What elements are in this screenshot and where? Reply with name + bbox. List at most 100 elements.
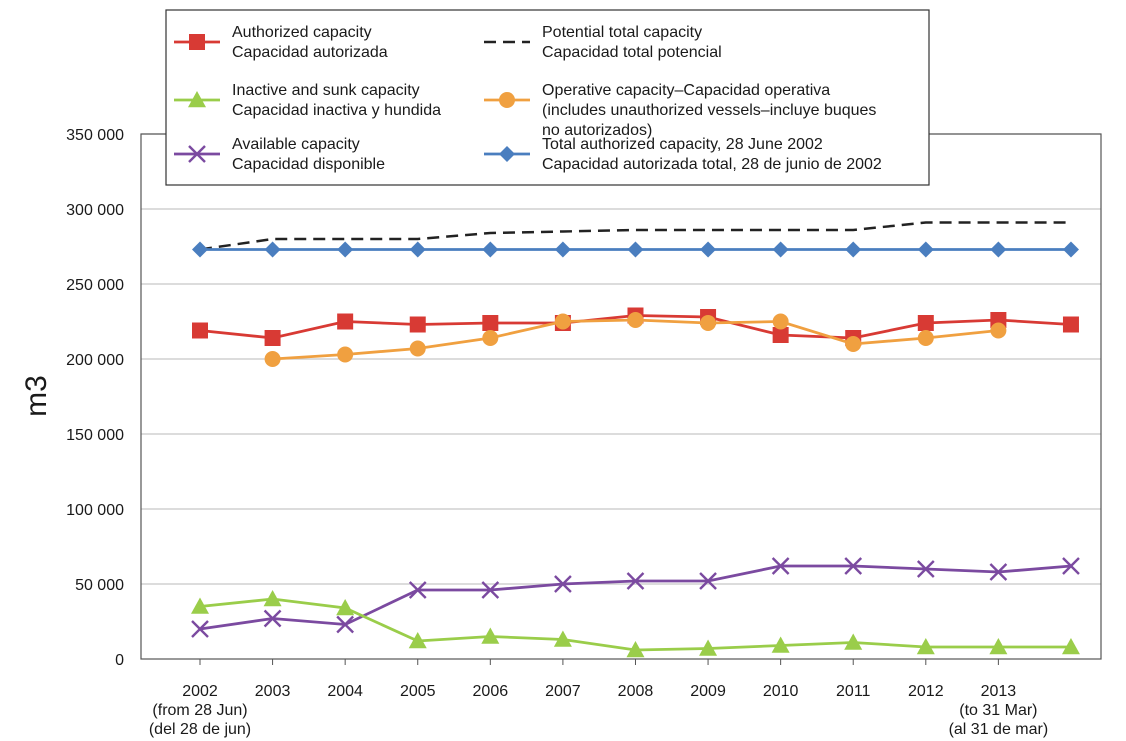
y-tick-label: 200 000 bbox=[66, 352, 124, 369]
data-point bbox=[336, 599, 355, 616]
data-point bbox=[337, 346, 354, 363]
data-point bbox=[336, 615, 355, 634]
data-point bbox=[772, 241, 789, 258]
data-point bbox=[264, 351, 281, 367]
data-point bbox=[408, 581, 427, 599]
data-point bbox=[1061, 638, 1080, 655]
legend-item: Inactive and sunk capacity Capacidad inac… bbox=[174, 82, 441, 119]
data-point bbox=[409, 241, 426, 258]
data-point bbox=[1062, 241, 1079, 258]
data-point bbox=[482, 241, 499, 258]
legend-swatch-marker bbox=[499, 146, 515, 162]
data-point bbox=[481, 581, 500, 599]
data-point bbox=[916, 560, 935, 578]
data-point bbox=[771, 557, 790, 575]
data-point bbox=[409, 316, 426, 333]
legend-label: Capacidad autorizada bbox=[232, 44, 388, 61]
data-point bbox=[916, 638, 935, 655]
legend-label: (includes unauthorized vessels–incluye b… bbox=[542, 102, 876, 119]
data-point bbox=[845, 336, 862, 352]
x-axis-ticks: 2002 (from 28 Jun) (del 28 de jun)2003 2004… bbox=[149, 659, 1048, 738]
x-tick-label: 2011 bbox=[836, 683, 871, 700]
legend-label: Potential total capacity bbox=[542, 24, 702, 41]
data-point bbox=[990, 322, 1007, 339]
data-point bbox=[699, 572, 717, 590]
x-tick-label: 2010 bbox=[763, 683, 799, 700]
data-point bbox=[917, 315, 934, 331]
series-1 bbox=[192, 241, 1079, 258]
legend-label: Available capacity bbox=[232, 136, 360, 153]
legend-label: Capacidad autorizada total, 28 de junio … bbox=[542, 156, 882, 173]
data-point bbox=[844, 633, 863, 650]
y-tick-label: 300 000 bbox=[66, 202, 124, 219]
legend-swatch-marker bbox=[189, 34, 205, 50]
data-point bbox=[482, 330, 499, 346]
legend-item: Authorized capacity Capacidad autorizada bbox=[174, 24, 388, 61]
legend-box bbox=[165, 9, 930, 186]
series-0 bbox=[199, 221, 1071, 251]
x-tick-label: 2007 bbox=[545, 683, 581, 700]
y-axis-label: m3 bbox=[20, 375, 53, 417]
data-point bbox=[482, 315, 499, 331]
series-5 bbox=[191, 590, 1080, 658]
legend-label: Inactive and sunk capacity bbox=[232, 82, 420, 99]
data-point bbox=[192, 322, 208, 339]
legend-swatch-marker bbox=[188, 91, 206, 108]
series-line bbox=[199, 221, 1071, 251]
data-point bbox=[917, 241, 934, 258]
data-point bbox=[191, 597, 209, 614]
series-4 bbox=[191, 557, 1080, 638]
data-point bbox=[989, 563, 1008, 581]
data-point bbox=[409, 340, 426, 357]
x-tick-label: 2006 bbox=[473, 683, 509, 700]
series-layer bbox=[191, 221, 1080, 658]
data-point bbox=[626, 641, 645, 658]
data-point bbox=[844, 557, 863, 575]
legend-label: Capacidad disponible bbox=[232, 156, 385, 173]
data-point bbox=[408, 632, 427, 649]
data-point bbox=[772, 313, 789, 330]
data-point bbox=[481, 627, 500, 644]
legend: Authorized capacity Capacidad autorizada P… bbox=[165, 9, 930, 186]
x-tick-label: 2009 bbox=[690, 683, 726, 700]
legend-item: Available capacity Capacidad disponible bbox=[174, 136, 385, 173]
data-point bbox=[1062, 316, 1079, 333]
y-tick-label: 150 000 bbox=[66, 427, 124, 444]
x-tick-label: 2003 bbox=[255, 683, 291, 700]
data-point bbox=[917, 330, 934, 346]
y-tick-label: 250 000 bbox=[66, 277, 124, 294]
x-tick-label: 2008 bbox=[618, 683, 654, 700]
data-point bbox=[700, 241, 717, 258]
legend-label: Total authorized capacity, 28 June 2002 bbox=[542, 136, 823, 153]
x-tick-label: 2012 bbox=[908, 683, 944, 700]
legend-label: no autorizados) bbox=[542, 122, 652, 139]
data-point bbox=[554, 241, 571, 258]
data-point bbox=[337, 241, 354, 258]
x-tick-label: 2013 (to 31 Mar) (al 31 de mar) bbox=[949, 683, 1049, 738]
series-3 bbox=[264, 312, 1007, 367]
data-point bbox=[1062, 557, 1080, 575]
data-point bbox=[627, 312, 644, 328]
data-point bbox=[626, 572, 645, 590]
data-point bbox=[191, 620, 209, 638]
y-tick-label: 0 bbox=[115, 652, 124, 669]
legend-label: Capacidad inactiva y hundida bbox=[232, 102, 441, 119]
legend-item: Operative capacity–Capacidad operativa (i… bbox=[484, 82, 876, 139]
y-tick-label: 100 000 bbox=[66, 502, 124, 519]
legend-label: Capacidad total potencial bbox=[542, 44, 722, 61]
data-point bbox=[264, 241, 281, 258]
y-tick-label: 350 000 bbox=[66, 127, 124, 144]
legend-item: Total authorized capacity, 28 June 2002 C… bbox=[484, 136, 882, 173]
legend-label: Authorized capacity bbox=[232, 24, 372, 41]
x-tick-label: 2005 bbox=[400, 683, 436, 700]
data-point bbox=[553, 630, 572, 647]
data-point bbox=[845, 241, 862, 258]
data-point bbox=[989, 638, 1008, 655]
data-point bbox=[990, 241, 1007, 258]
x-tick-label: 2002 (from 28 Jun) (del 28 de jun) bbox=[149, 683, 251, 738]
x-tick-label: 2004 bbox=[327, 683, 363, 700]
data-point bbox=[771, 636, 790, 653]
legend-swatch-marker bbox=[499, 92, 515, 108]
data-point bbox=[554, 575, 572, 593]
data-point bbox=[192, 241, 208, 258]
